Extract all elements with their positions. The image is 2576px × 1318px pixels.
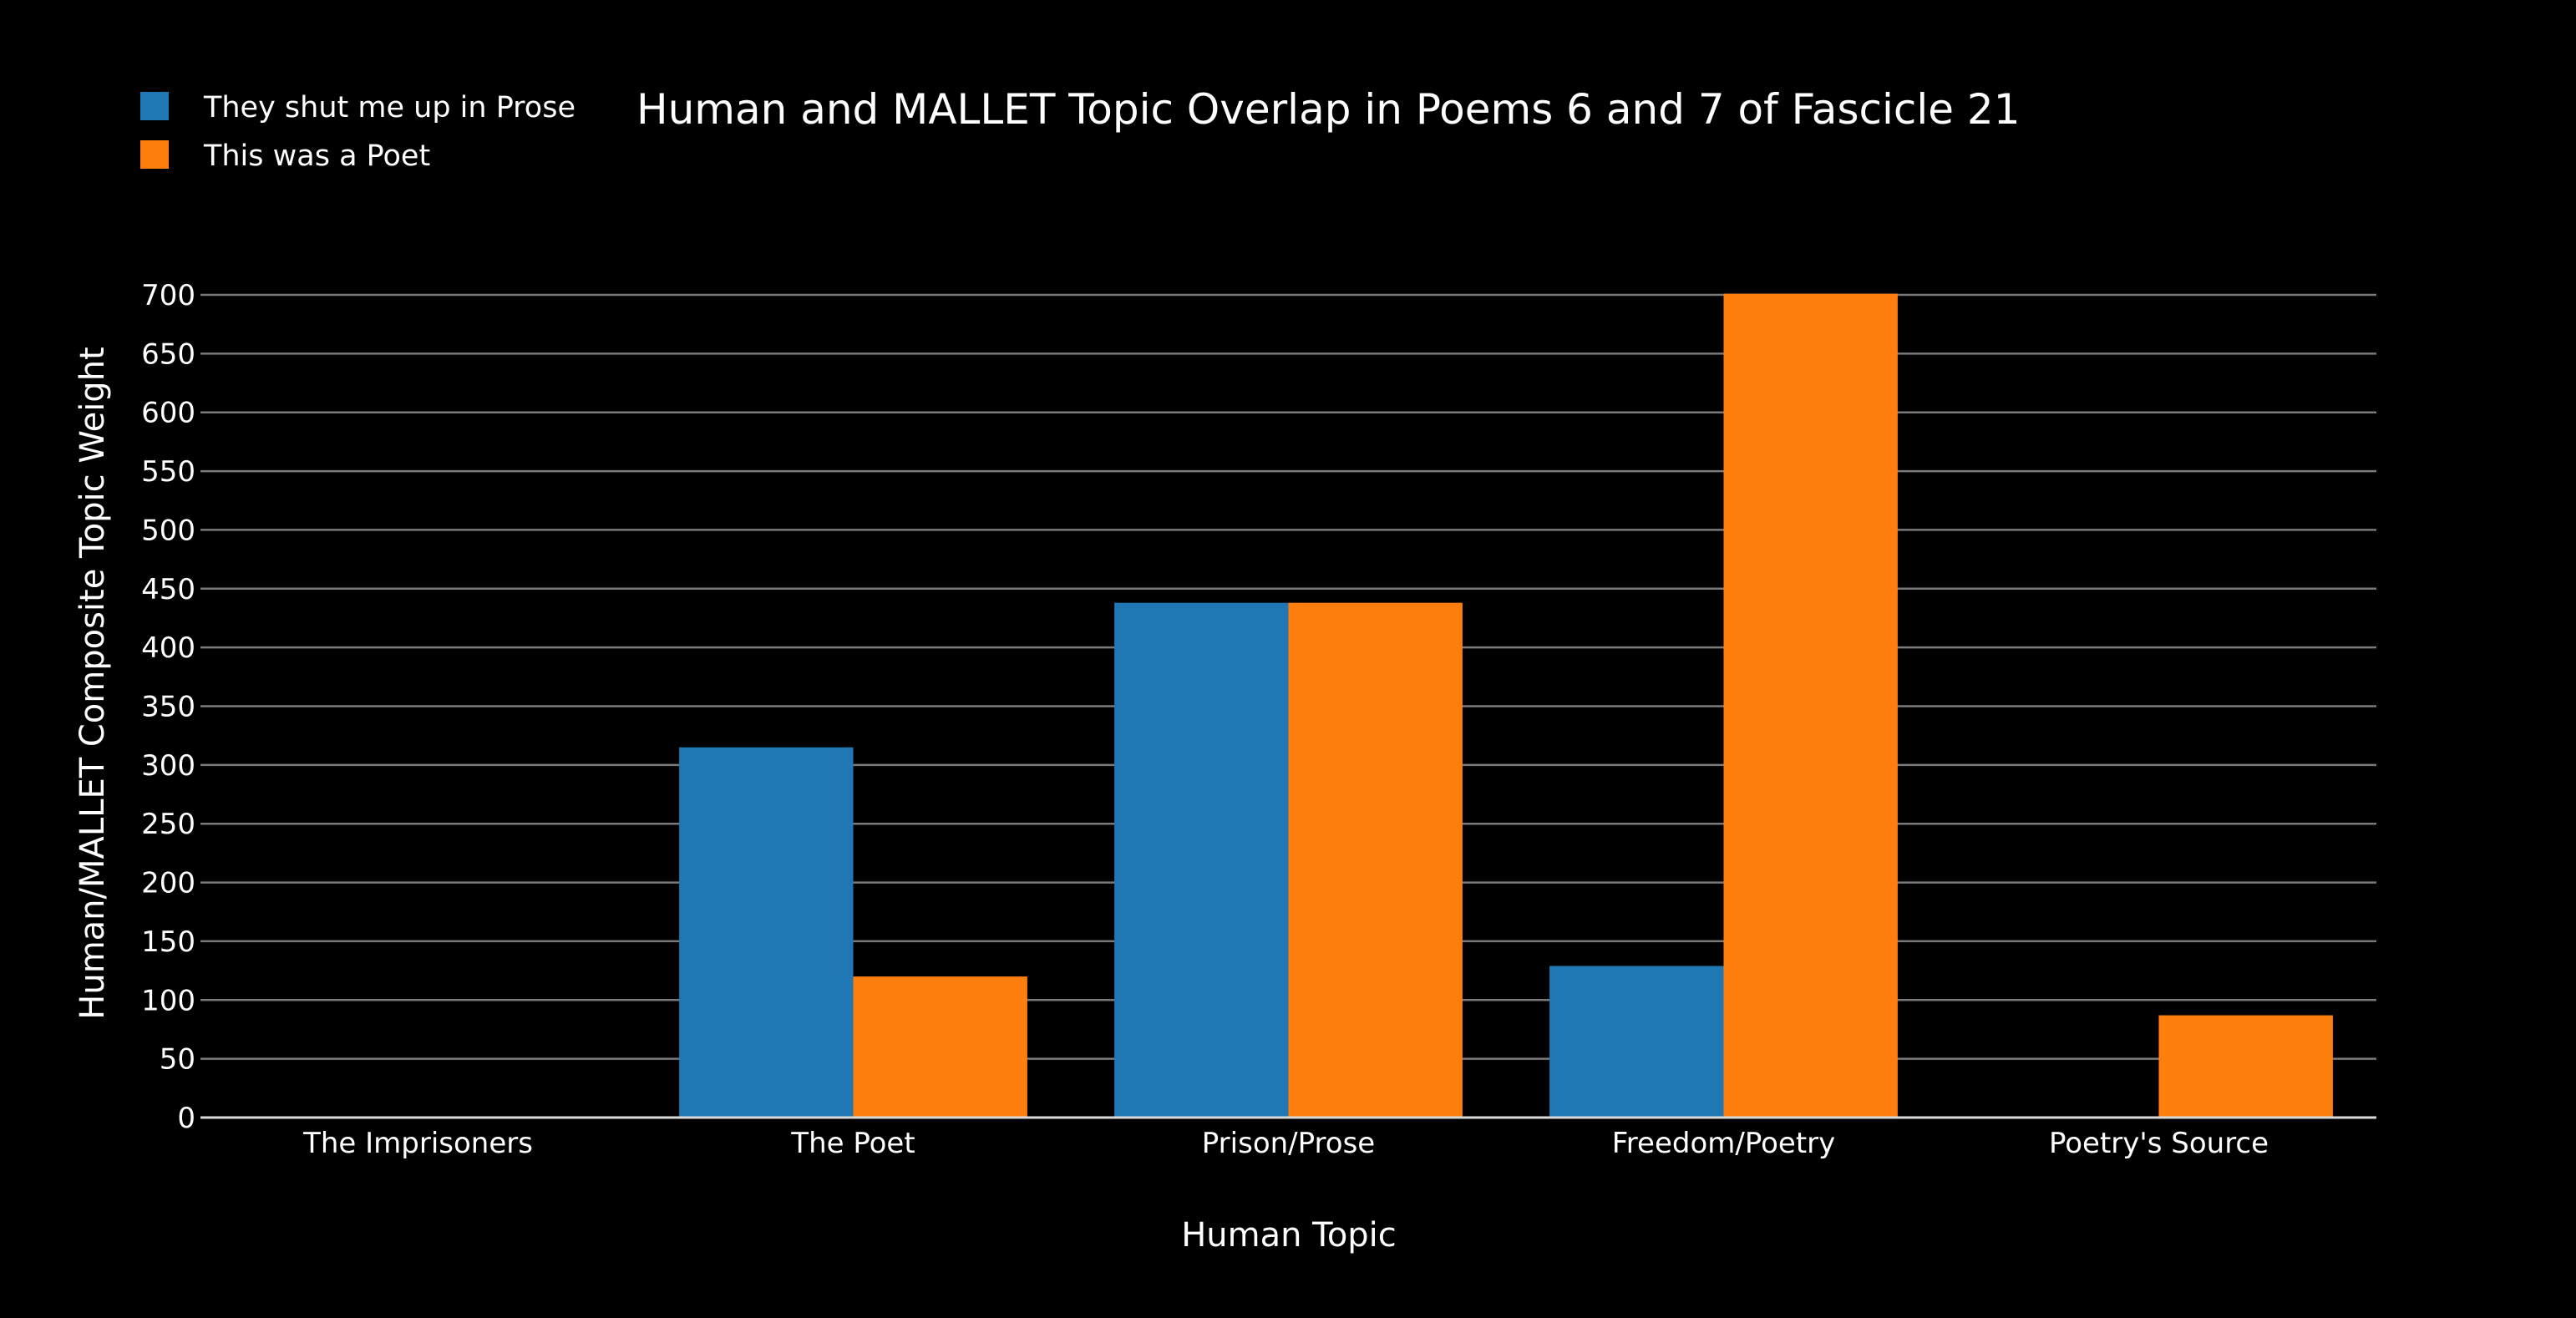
legend-item-series-1[interactable]: They shut me up in Prose [140, 91, 576, 124]
y-tick-label-650: 650 [141, 337, 195, 371]
bar-series-2-2[interactable] [1288, 602, 1463, 1118]
legend-item-series-2[interactable]: This was a Poet [140, 139, 430, 173]
y-tick-label-0: 0 [177, 1102, 195, 1135]
y-tick-label-100: 100 [141, 984, 195, 1017]
x-tick-label-1: The Poet [790, 1127, 915, 1160]
x-tick-label-0: The Imprisoners [302, 1127, 533, 1160]
x-tick-label-4: Poetry's Source [2049, 1127, 2269, 1160]
y-tick-label-200: 200 [141, 867, 195, 900]
x-tick-label-3: Freedom/Poetry [1612, 1127, 1836, 1160]
bar-series-1-1[interactable] [679, 747, 854, 1118]
y-axis-title: Human/MALLET Composite Topic Weight [74, 347, 112, 1019]
y-tick-label-500: 500 [141, 514, 195, 547]
bar-series-2-4[interactable] [2158, 1015, 2333, 1118]
x-axis-title: Human Topic [1181, 1216, 1397, 1255]
bar-series-1-2[interactable] [1114, 602, 1289, 1118]
y-tick-label-450: 450 [141, 573, 195, 606]
chart-title: Human and MALLET Topic Overlap in Poems … [636, 85, 2021, 134]
y-tick-label-50: 50 [160, 1043, 195, 1077]
x-tick-label-2: Prison/Prose [1202, 1127, 1375, 1160]
bar-series-2-3[interactable] [1723, 293, 1898, 1118]
legend[interactable]: They shut me up in Prose This was a Poet [140, 91, 576, 173]
legend-swatch-series-1 [140, 92, 169, 120]
legend-swatch-series-2 [140, 140, 169, 169]
bar-series-2-1[interactable] [853, 976, 1027, 1118]
y-tick-label-600: 600 [141, 397, 195, 430]
legend-label-series-1: They shut me up in Prose [203, 91, 576, 124]
y-tick-label-250: 250 [141, 808, 195, 841]
y-tick-label-400: 400 [141, 631, 195, 665]
y-tick-label-150: 150 [141, 925, 195, 959]
axes: 0 50 100 150 200 250 300 350 400 450 500 550 600 650 7… [141, 279, 2376, 1160]
y-tick-label-550: 550 [141, 455, 195, 489]
legend-label-series-2: This was a Poet [203, 139, 430, 173]
bars [679, 293, 2333, 1118]
y-tick-label-350: 350 [141, 691, 195, 724]
bar-series-1-3[interactable] [1549, 966, 1724, 1118]
y-tick-label-300: 300 [141, 749, 195, 783]
y-tick-label-700: 700 [141, 279, 195, 312]
